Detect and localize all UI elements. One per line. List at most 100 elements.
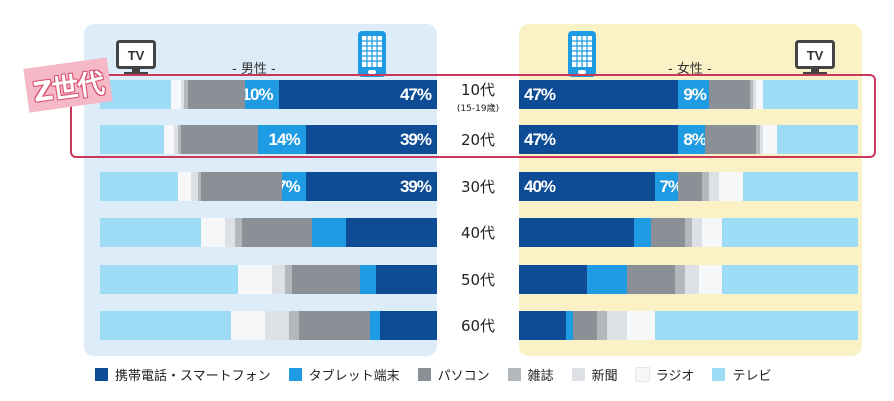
female-seg-radio: [702, 218, 723, 247]
male-seg-radio: [164, 125, 175, 154]
female-seg-radio: [756, 80, 764, 109]
age-label: 10代 (15-19歳): [438, 79, 518, 114]
male-seg-radio: [238, 265, 272, 294]
female-seg-pc: [678, 172, 703, 201]
svg-text:TV: TV: [128, 48, 145, 63]
male-bar-row: 47% 10%: [100, 80, 437, 109]
male-seg-magazine: [197, 172, 202, 201]
z-generation-highlight: [70, 74, 876, 158]
female-seg-magazine: [596, 311, 608, 340]
male-seg-tablet: 10%: [241, 80, 279, 109]
female-seg-tv: [742, 172, 858, 201]
legend-swatch: [634, 367, 650, 382]
female-seg-phone: 47%: [519, 125, 679, 154]
legend-item-pc: パソコン: [417, 365, 490, 384]
legend-item-magazine: 雑誌: [507, 365, 554, 384]
female-seg-tv: [722, 265, 858, 294]
legend-label: 雑誌: [527, 369, 554, 384]
legend-label: テレビ: [732, 369, 772, 384]
female-bar-row: 40% 7%: [519, 172, 858, 201]
tv-icon-female: TV: [795, 40, 835, 75]
female-bar-row: [519, 311, 858, 340]
male-seg-magazine: [285, 265, 293, 294]
legend-swatch: [507, 368, 521, 381]
male-seg-phone: 47%: [278, 80, 437, 109]
male-seg-tablet: [369, 311, 380, 340]
female-seg-pc: [627, 265, 675, 294]
male-bar-row: [100, 265, 437, 294]
tv-icon-male: TV: [116, 40, 156, 75]
age-label: 30代: [460, 178, 496, 196]
male-seg-radio: [170, 80, 181, 109]
age-label: 50代: [460, 271, 496, 289]
male-seg-phone: [376, 265, 437, 294]
tablet-icon-female: [568, 31, 596, 77]
male-seg-newspaper: [265, 311, 289, 340]
male-pct-label: 47%: [399, 85, 432, 104]
male-seg-tv: [100, 311, 232, 340]
female-seg-newspaper: [708, 172, 719, 201]
male-bar-row: 39% 14%: [100, 125, 437, 154]
legend-label: ラジオ: [655, 369, 695, 384]
male-seg-pc: [241, 218, 313, 247]
male-seg-newspaper: [180, 80, 185, 109]
female-bar-row: [519, 265, 858, 294]
legend-label: パソコン: [437, 369, 490, 384]
female-seg-phone: [519, 265, 587, 294]
female-seg-newspaper: [759, 125, 764, 154]
female-seg-radio: [718, 172, 743, 201]
female-bar-row: 47% 9%: [519, 80, 858, 109]
male-seg-pc: [298, 311, 370, 340]
female-seg-radio: [763, 125, 777, 154]
male-seg-phone: [379, 311, 437, 340]
legend-swatch: [288, 368, 302, 381]
female-seg-phone: 40%: [519, 172, 655, 201]
age-sub-label: (15-19歳): [456, 104, 500, 114]
female-seg-tv: [776, 125, 858, 154]
male-seg-newspaper: [174, 125, 178, 154]
legend-swatch: [571, 368, 585, 381]
legend-item-phone: 携帯電話・スマートフォン: [95, 365, 271, 384]
age-label: 60代: [460, 317, 496, 335]
male-seg-phone: [346, 218, 437, 247]
male-pct-label: 7%: [277, 177, 301, 196]
male-seg-magazine: [234, 218, 242, 247]
legend-label: 携帯電話・スマートフォン: [115, 369, 271, 384]
female-pct-label: 9%: [683, 85, 707, 104]
tablet-icon-male: [358, 31, 386, 77]
male-seg-tablet: [359, 265, 377, 294]
female-bar-row: 47% 8%: [519, 125, 858, 154]
male-seg-magazine: [288, 311, 299, 340]
female-seg-magazine: [749, 80, 753, 109]
legend-label: タブレット端末: [308, 369, 400, 384]
female-seg-tablet: 9%: [678, 80, 709, 109]
female-seg-pc: [708, 80, 750, 109]
male-bar-row: 39% 7%: [100, 172, 437, 201]
female-seg-radio: [627, 311, 655, 340]
female-seg-newspaper: [752, 80, 757, 109]
legend-swatch: [95, 368, 108, 381]
female-pct-label: 8%: [683, 130, 707, 149]
female-seg-tablet: 7%: [654, 172, 683, 201]
female-seg-radio: [698, 265, 723, 294]
female-seg-newspaper: [685, 265, 699, 294]
male-seg-tv: [100, 265, 239, 294]
female-seg-tablet: [566, 311, 574, 340]
female-seg-magazine: [685, 218, 692, 247]
female-seg-pc: [705, 125, 757, 154]
male-seg-tablet: 14%: [258, 125, 306, 154]
male-seg-radio: [231, 311, 266, 340]
male-seg-radio: [177, 172, 192, 201]
female-seg-newspaper: [691, 218, 702, 247]
female-seg-magazine: [674, 265, 686, 294]
male-bar-row: [100, 311, 437, 340]
female-seg-phone: [519, 218, 635, 247]
male-seg-newspaper: [224, 218, 235, 247]
male-pct-label: 10%: [241, 85, 274, 104]
age-label: 40代: [460, 224, 496, 242]
male-pct-label: 39%: [399, 130, 432, 149]
male-header: - 男性 -: [232, 62, 276, 77]
male-seg-newspaper: [271, 265, 286, 294]
male-seg-pc: [187, 80, 245, 109]
male-pct-label: 39%: [399, 177, 432, 196]
